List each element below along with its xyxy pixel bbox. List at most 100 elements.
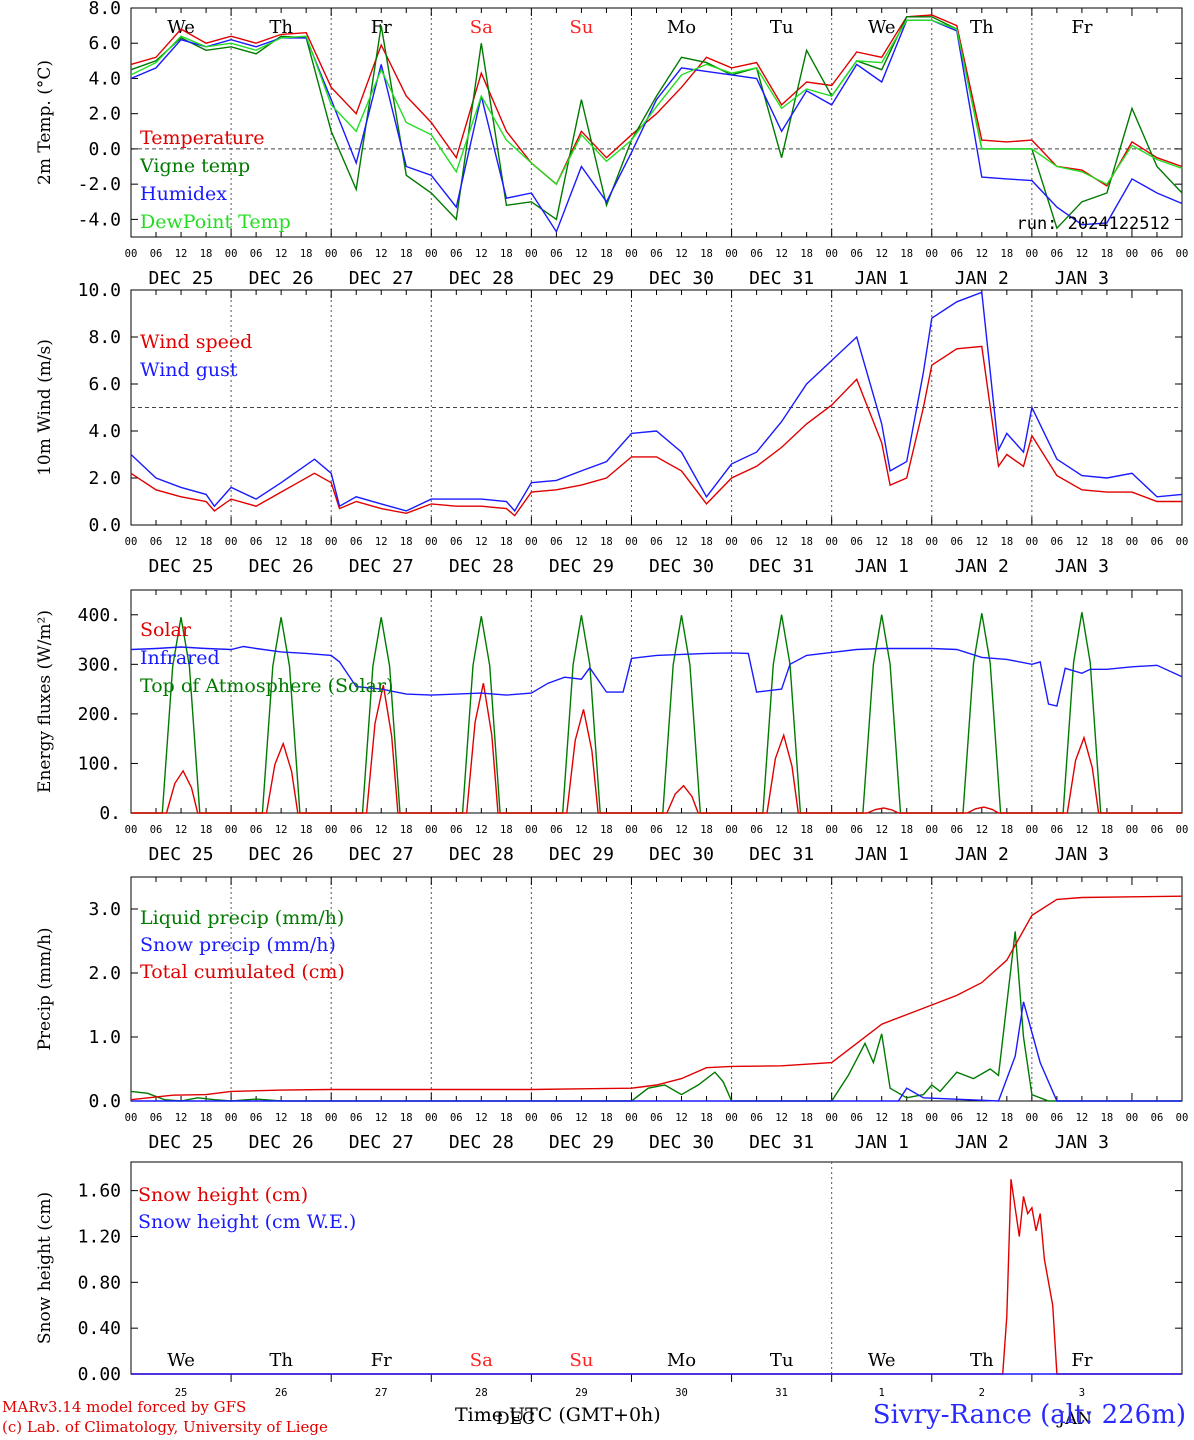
hour-tick-label: 12 <box>875 824 888 836</box>
date-label: DEC 31 <box>749 268 814 289</box>
date-label: JAN 3 <box>1055 268 1109 289</box>
date-label: DEC 30 <box>649 556 714 577</box>
model-credit: MARv3.14 model forced by GFS <box>2 1398 247 1416</box>
legend-entry: Humidex <box>140 183 227 205</box>
date-label: DEC 25 <box>149 268 214 289</box>
date-label: DEC 26 <box>249 1132 314 1153</box>
y-tick-label: 400. <box>78 605 121 626</box>
date-label: JAN 1 <box>855 1132 909 1153</box>
hour-tick-label: 12 <box>475 248 488 260</box>
hour-tick-label: 18 <box>1101 824 1114 836</box>
hour-tick-label: 12 <box>275 248 288 260</box>
y-tick-label: 1.20 <box>78 1226 121 1247</box>
hour-tick-label: 18 <box>400 248 413 260</box>
hour-tick-label: 06 <box>350 824 363 836</box>
vigne-temp-line <box>130 16 1183 230</box>
legend-entry: Top of Atmosphere (Solar) <box>140 675 393 697</box>
date-label: JAN 3 <box>1055 844 1109 865</box>
hour-tick-label: 00 <box>825 248 838 260</box>
total-cumulated-cm--line <box>130 895 1183 1101</box>
date-label: JAN 2 <box>955 844 1009 865</box>
panel-frame <box>130 7 1183 238</box>
hour-tick-label: 18 <box>400 824 413 836</box>
date-label: JAN 1 <box>855 268 909 289</box>
hour-tick-label: 18 <box>1001 1112 1014 1124</box>
hour-tick-label: 00 <box>1026 248 1039 260</box>
hour-tick-label: 06 <box>1051 248 1064 260</box>
date-label: DEC 27 <box>349 556 414 577</box>
y-tick-label: 2.0 <box>88 963 121 984</box>
hour-tick-label: 12 <box>375 1112 388 1124</box>
y-tick-label: -2.0 <box>78 174 121 195</box>
hour-tick-label: 00 <box>125 1112 138 1124</box>
hour-tick-label: 18 <box>1101 536 1114 548</box>
hour-tick-label: 18 <box>200 1112 213 1124</box>
y-tick-label: 2.0 <box>88 104 121 125</box>
legend-entry: DewPoint Temp <box>140 211 291 233</box>
hour-tick-label: 06 <box>450 248 463 260</box>
date-label: DEC 29 <box>549 1132 614 1153</box>
lab-credit: (c) Lab. of Climatology, University of L… <box>2 1418 328 1436</box>
hour-tick-label: 12 <box>475 536 488 548</box>
hour-tick-label: 18 <box>700 1112 713 1124</box>
y-tick-label: 8.0 <box>88 0 121 19</box>
date-label: DEC 26 <box>249 268 314 289</box>
hour-tick-label: 06 <box>750 536 763 548</box>
hour-tick-label: 18 <box>700 536 713 548</box>
date-label: DEC 25 <box>149 844 214 865</box>
y-axis-title: 10m Wind (m/s) <box>35 339 55 476</box>
hour-tick-label: 18 <box>500 536 513 548</box>
date-label: JAN 2 <box>955 1132 1009 1153</box>
hour-tick-label: 12 <box>1076 536 1089 548</box>
hour-tick-label: 00 <box>1126 824 1139 836</box>
hour-tick-label: 06 <box>850 248 863 260</box>
hour-tick-label: 12 <box>375 824 388 836</box>
hour-tick-label: 12 <box>175 1112 188 1124</box>
hour-tick-label: 12 <box>775 536 788 548</box>
hour-tick-label: 12 <box>175 248 188 260</box>
hour-tick-label: 18 <box>200 824 213 836</box>
date-label: DEC 26 <box>249 556 314 577</box>
date-label: DEC 30 <box>649 844 714 865</box>
hour-tick-label: 12 <box>875 248 888 260</box>
hour-tick-label: 18 <box>1101 1112 1114 1124</box>
day-abbrev: Mo <box>667 17 696 38</box>
hour-tick-label: 06 <box>850 536 863 548</box>
legend-entry: Infrared <box>140 647 220 669</box>
hour-tick-label: 06 <box>1151 536 1164 548</box>
date-label: DEC 26 <box>249 844 314 865</box>
hour-tick-label: 12 <box>1076 248 1089 260</box>
y-tick-label: 8.0 <box>88 327 121 348</box>
hour-tick-label: 00 <box>525 1112 538 1124</box>
hour-tick-label: 06 <box>850 1112 863 1124</box>
hour-tick-label: 12 <box>675 536 688 548</box>
date-label: DEC 31 <box>749 844 814 865</box>
hour-tick-label: 12 <box>775 248 788 260</box>
date-label: DEC 27 <box>349 268 414 289</box>
legend-entry: Liquid precip (mm/h) <box>140 907 344 929</box>
legend-entry: Temperature <box>140 127 264 149</box>
hour-tick-label: 00 <box>725 248 738 260</box>
hour-tick-label: 12 <box>275 536 288 548</box>
day-abbrev: Th <box>269 1350 293 1371</box>
day-number-label: 31 <box>775 1387 788 1399</box>
day-abbrev: We <box>868 17 896 38</box>
hour-tick-label: 18 <box>800 536 813 548</box>
hour-tick-label: 12 <box>375 248 388 260</box>
hour-tick-label: 00 <box>225 824 238 836</box>
hour-tick-label: 18 <box>600 1112 613 1124</box>
day-abbrev: Fr <box>1071 1350 1092 1371</box>
date-label: DEC 29 <box>549 268 614 289</box>
hour-tick-label: 12 <box>775 1112 788 1124</box>
snow-height-cm--line <box>131 1179 1182 1375</box>
date-label: DEC 31 <box>749 1132 814 1153</box>
date-label: JAN 1 <box>855 844 909 865</box>
y-axis-title: Snow height (cm) <box>35 1192 55 1344</box>
hour-tick-label: 00 <box>1176 248 1189 260</box>
hour-tick-label: 18 <box>600 248 613 260</box>
hour-tick-label: 18 <box>800 824 813 836</box>
hour-tick-label: 12 <box>575 1112 588 1124</box>
hour-tick-label: 18 <box>700 824 713 836</box>
y-tick-label: 0.40 <box>78 1318 121 1339</box>
hour-tick-label: 06 <box>650 536 663 548</box>
